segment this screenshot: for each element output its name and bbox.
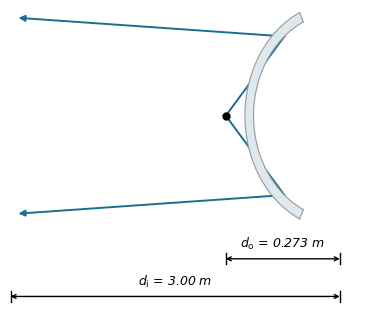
Text: $d_\mathrm{o}$ = 0.273 m: $d_\mathrm{o}$ = 0.273 m bbox=[241, 236, 325, 252]
Polygon shape bbox=[245, 12, 303, 219]
Text: $d_\mathrm{i}$ = 3.00 m: $d_\mathrm{i}$ = 3.00 m bbox=[138, 274, 212, 290]
